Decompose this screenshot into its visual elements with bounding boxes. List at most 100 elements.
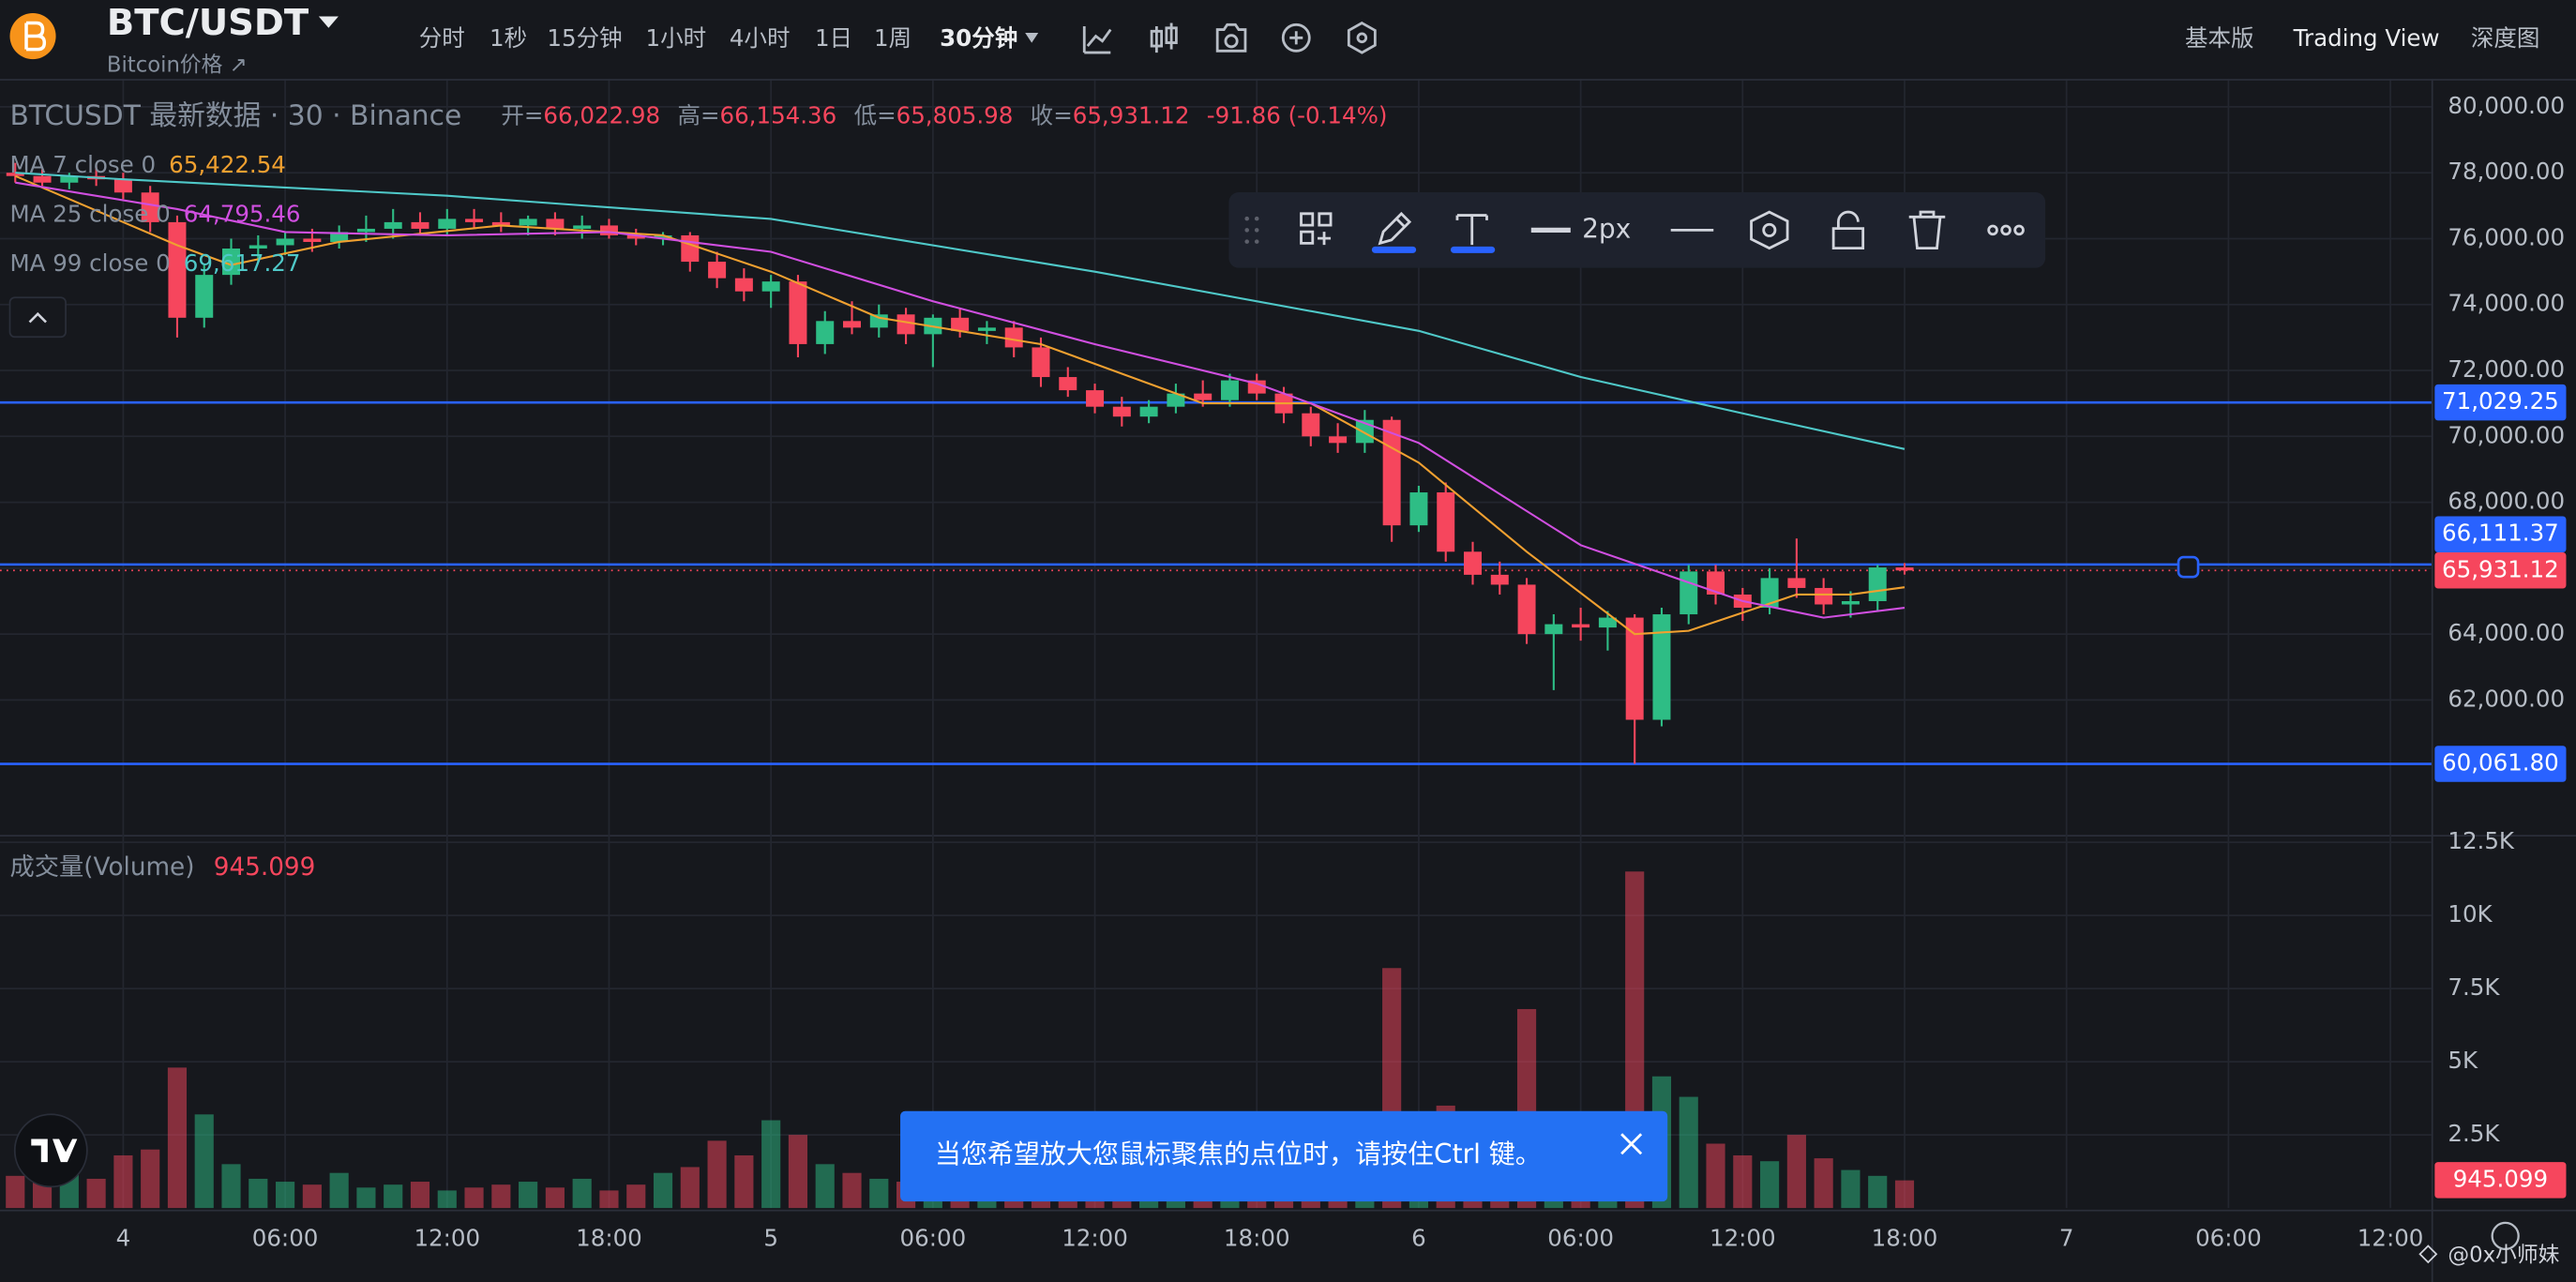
settings-icon[interactable] [1347,21,1377,54]
ma-legend-entry: MA 99 close 0 69,617.27 [10,249,301,277]
settings-button[interactable] [2491,1221,2520,1251]
price-tag [2434,551,2567,589]
candle-type-icon[interactable] [1150,23,1178,53]
y-tick-label: 68,000.00 [2448,488,2565,515]
collapse-icon [28,311,47,324]
active-interval[interactable]: 30分钟 [940,24,1017,52]
line-handle[interactable] [2177,555,2200,579]
ma-line [15,172,1906,450]
interval[interactable]: 1日 [815,24,852,52]
candle-body [411,221,429,229]
candle-body [599,225,618,235]
x-tick-label: 7 [2059,1224,2074,1251]
candle-body [1652,614,1671,720]
volume-bar [249,1178,268,1209]
visibility-icon[interactable] [1750,210,1789,250]
view-depth[interactable]: 深度图 [2471,24,2540,52]
candle-body [1517,584,1536,635]
toolbar-bg [1228,192,2046,268]
interval-caret[interactable] [1025,33,1039,43]
legend-title: BTCUSDT 最新数据 · 30 · Binance [10,99,462,132]
candle-body [1329,436,1348,444]
more-dot[interactable] [1987,224,1998,236]
legend-change: -91.86 (-0.14%) [1207,101,1388,128]
more-dot[interactable] [2013,224,2025,236]
candle-body [1086,390,1105,407]
interval[interactable]: 1小时 [646,24,707,52]
volume-bar [842,1172,862,1209]
delete-icon[interactable] [1908,210,1946,250]
symbol[interactable]: BTC/USDT [107,2,309,44]
interval[interactable]: 分时 [419,24,465,52]
add-icon[interactable] [1281,23,1311,53]
symbol-subtitle[interactable]: Bitcoin价格 ↗ [107,53,248,78]
volume-tick-label: 5K [2448,1047,2478,1074]
candle-body [1598,617,1617,628]
candle-body [708,262,727,279]
legend-high-label: 高= [677,101,719,128]
line-width-label[interactable]: 2px [1582,213,1631,244]
view-tradingview[interactable]: Trading View [2293,24,2440,52]
candle-body [249,245,267,249]
volume-bar [1894,1180,1915,1209]
volume-bar [599,1190,619,1209]
indicator-icon[interactable] [1082,26,1112,54]
interval[interactable]: 4小时 [730,24,791,52]
x-tick-label: 18:00 [1872,1224,1938,1251]
candle-body [681,234,700,263]
toast: 当您希望放大您鼠标聚焦的点位时，请按住Ctrl 键。 [900,1110,1668,1202]
volume-tick-label: 7.5K [2448,973,2500,1001]
volume-bar [653,1172,673,1209]
candle-body [626,234,645,239]
candle-body [222,249,241,276]
legend-ohlc: 开=66,022.98 高=66,154.36 低=65,805.98 收=65… [501,101,1387,128]
price-tag-label: 60,061.80 [2442,749,2559,777]
volume-bar [761,1120,781,1209]
ma-legend-name: MA 25 close 0 [10,201,171,228]
candle-body [491,221,510,226]
view-basic[interactable]: 基本版 [2185,24,2254,52]
volume-bar [1841,1169,1860,1209]
candle-body [438,219,457,229]
candle-body [356,228,375,233]
candle-body [1004,327,1023,348]
header-icons [1082,21,1377,54]
volume-bar [1814,1158,1833,1209]
price-tag [2434,516,2567,552]
volume-bar [1733,1154,1753,1209]
y-tick-label: 80,000.00 [2448,92,2565,119]
template-icon[interactable] [1300,212,1333,246]
drawing-toolbar: 2px [1228,192,2046,268]
toast-bg [900,1110,1668,1202]
price-tag-label: 66,111.37 [2442,520,2559,547]
candle-body [1139,406,1158,417]
text-icon[interactable] [1455,214,1488,246]
volume-legend-value: 945.099 [214,853,316,882]
x-tick-label: 12:00 [1062,1224,1128,1251]
ma-line [14,174,1906,636]
toolbar-grip[interactable] [1244,216,1259,244]
legend-high: 66,154.36 [720,101,837,128]
volume-legend: 成交量(Volume) [10,853,195,882]
pencil-icon[interactable] [1378,211,1412,246]
candle-body [1572,624,1590,628]
symbol-caret[interactable] [318,16,339,28]
interval[interactable]: 1秒 [490,24,527,52]
more-dot[interactable] [2000,224,2011,236]
volume-bar [167,1067,188,1209]
volume-bar [221,1164,241,1209]
snapshot-icon[interactable] [1215,23,1247,53]
interval[interactable]: 1周 [874,24,911,52]
candle-body [1544,624,1563,635]
toast-close[interactable] [1620,1133,1643,1155]
candle-body [1220,380,1239,400]
tv-logo[interactable] [13,1113,88,1188]
y-tick-label: 78,000.00 [2448,158,2565,185]
ma-legend-value: 69,617.27 [184,249,301,277]
collapse-button[interactable] [8,296,67,339]
lock-icon[interactable] [1831,210,1865,250]
candle-body [1463,551,1482,575]
interval[interactable]: 15分钟 [547,24,622,52]
candle-body [1707,571,1725,595]
